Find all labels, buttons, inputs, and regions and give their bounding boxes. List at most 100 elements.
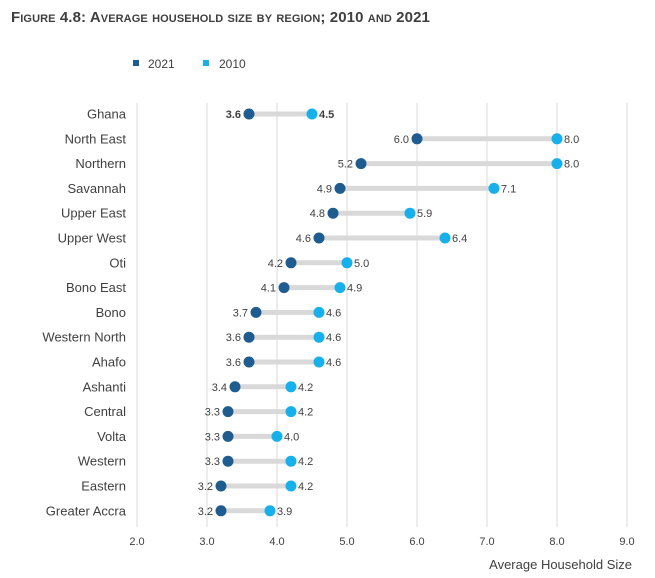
point-2010 [551,133,563,145]
point-2010 [313,306,325,318]
category-label: Western [78,454,126,469]
point-2021 [243,356,255,368]
x-tick-label: 9.0 [619,536,634,548]
point-2010 [439,232,451,244]
figure-title: Figure 4.8: Average household size by re… [11,9,430,26]
category-label: Ghana [87,107,127,122]
value-label-2021: 3.3 [205,407,220,419]
value-label-2010: 8.0 [564,159,579,171]
value-label-2021: 3.3 [205,456,220,468]
value-label-2021: 3.6 [226,332,241,344]
category-label: Greater Accra [46,503,127,518]
point-2010 [285,381,297,393]
value-label-2021: 3.2 [198,506,213,518]
category-label: Upper East [61,206,126,221]
x-tick-label: 3.0 [199,536,214,548]
value-label-2021: 3.6 [226,357,241,369]
point-2010 [334,282,346,294]
value-label-2010: 4.2 [298,382,313,394]
category-labels: Ghana North East Northern Savannah Upper Eas… [42,107,126,519]
value-label-2021: 4.9 [317,183,332,195]
value-label-2021: 4.2 [268,258,283,270]
category-label: Upper West [58,231,127,246]
point-2010 [271,430,283,442]
category-label: Bono [96,305,126,320]
x-axis-title: Average Household Size [489,557,632,572]
value-label-2021: 5.2 [338,159,353,171]
category-label: Eastern [81,479,126,494]
category-label: Volta [97,429,127,444]
data-labels: 3.6 4.5 6.0 8.0 5.2 8.0 4.9 7.1 4.8 5.9 4.6 6.4 4.2 5… [198,109,580,518]
category-label: Ahafo [92,355,126,370]
point-2021 [355,158,367,170]
x-tick-label: 7.0 [479,536,494,548]
category-label: Western North [42,330,126,345]
point-2010 [285,455,297,467]
point-2021 [215,480,227,492]
value-label-2010: 3.9 [277,506,292,518]
value-label-2021: 4.6 [296,233,311,245]
point-2010 [313,331,325,343]
value-label-2010: 5.0 [354,258,369,270]
value-label-2010: 4.2 [298,481,313,493]
value-label-2010: 4.0 [284,431,299,443]
point-2021 [313,232,325,244]
point-2010 [488,182,500,194]
point-2010 [285,406,297,418]
point-2010 [306,108,318,120]
x-tick-label: 6.0 [409,536,424,548]
x-tick-label: 2.0 [129,536,144,548]
point-2021 [222,430,234,442]
point-2010 [404,207,416,219]
legend-label-2010: 2010 [219,57,246,71]
value-label-2010: 4.6 [326,332,341,344]
value-label-2010: 8.0 [564,134,579,146]
value-label-2021: 3.6 [226,109,241,121]
point-2010 [285,480,297,492]
point-2021 [334,182,346,194]
value-label-2021: 3.2 [198,481,213,493]
legend: 2021 2010 [133,57,246,71]
value-label-2021: 3.7 [233,307,248,319]
legend-marker-2010 [203,60,209,66]
point-2010 [313,356,325,368]
value-label-2021: 3.3 [205,431,220,443]
x-tick-label: 5.0 [339,536,354,548]
value-label-2021: 6.0 [394,134,409,146]
value-label-2010: 4.6 [326,307,341,319]
point-2010 [341,257,353,269]
category-label: Oti [109,255,126,270]
x-tick-label: 4.0 [269,536,284,548]
category-label: Northern [75,156,126,171]
legend-label-2021: 2021 [148,57,175,71]
category-label: Savannah [67,181,126,196]
point-2021 [222,406,234,418]
value-label-2010: 5.9 [417,208,432,220]
value-label-2010: 4.9 [347,283,362,295]
point-2021 [243,108,255,120]
category-label: Central [84,404,126,419]
data-points [215,108,563,517]
value-label-2010: 7.1 [501,183,516,195]
point-2021 [411,133,423,145]
value-label-2010: 6.4 [452,233,467,245]
gridlines [136,103,628,527]
point-2010 [551,158,563,170]
point-2021 [278,282,290,294]
point-2021 [327,207,339,219]
value-label-2010: 4.6 [326,357,341,369]
legend-marker-2021 [133,60,139,66]
connectors [221,111,557,514]
point-2010 [264,505,276,517]
point-2021 [229,381,241,393]
point-2021 [222,455,234,467]
x-tick-labels: 2.0 3.0 4.0 5.0 6.0 7.0 8.0 9.0 [129,536,634,548]
x-tick-label: 8.0 [549,536,564,548]
point-2021 [243,331,255,343]
value-label-2021: 4.8 [310,208,325,220]
category-label: Ashanti [83,379,126,394]
value-label-2021: 3.4 [212,382,227,394]
category-label: Bono East [66,280,126,295]
value-label-2010: 4.5 [319,109,334,121]
